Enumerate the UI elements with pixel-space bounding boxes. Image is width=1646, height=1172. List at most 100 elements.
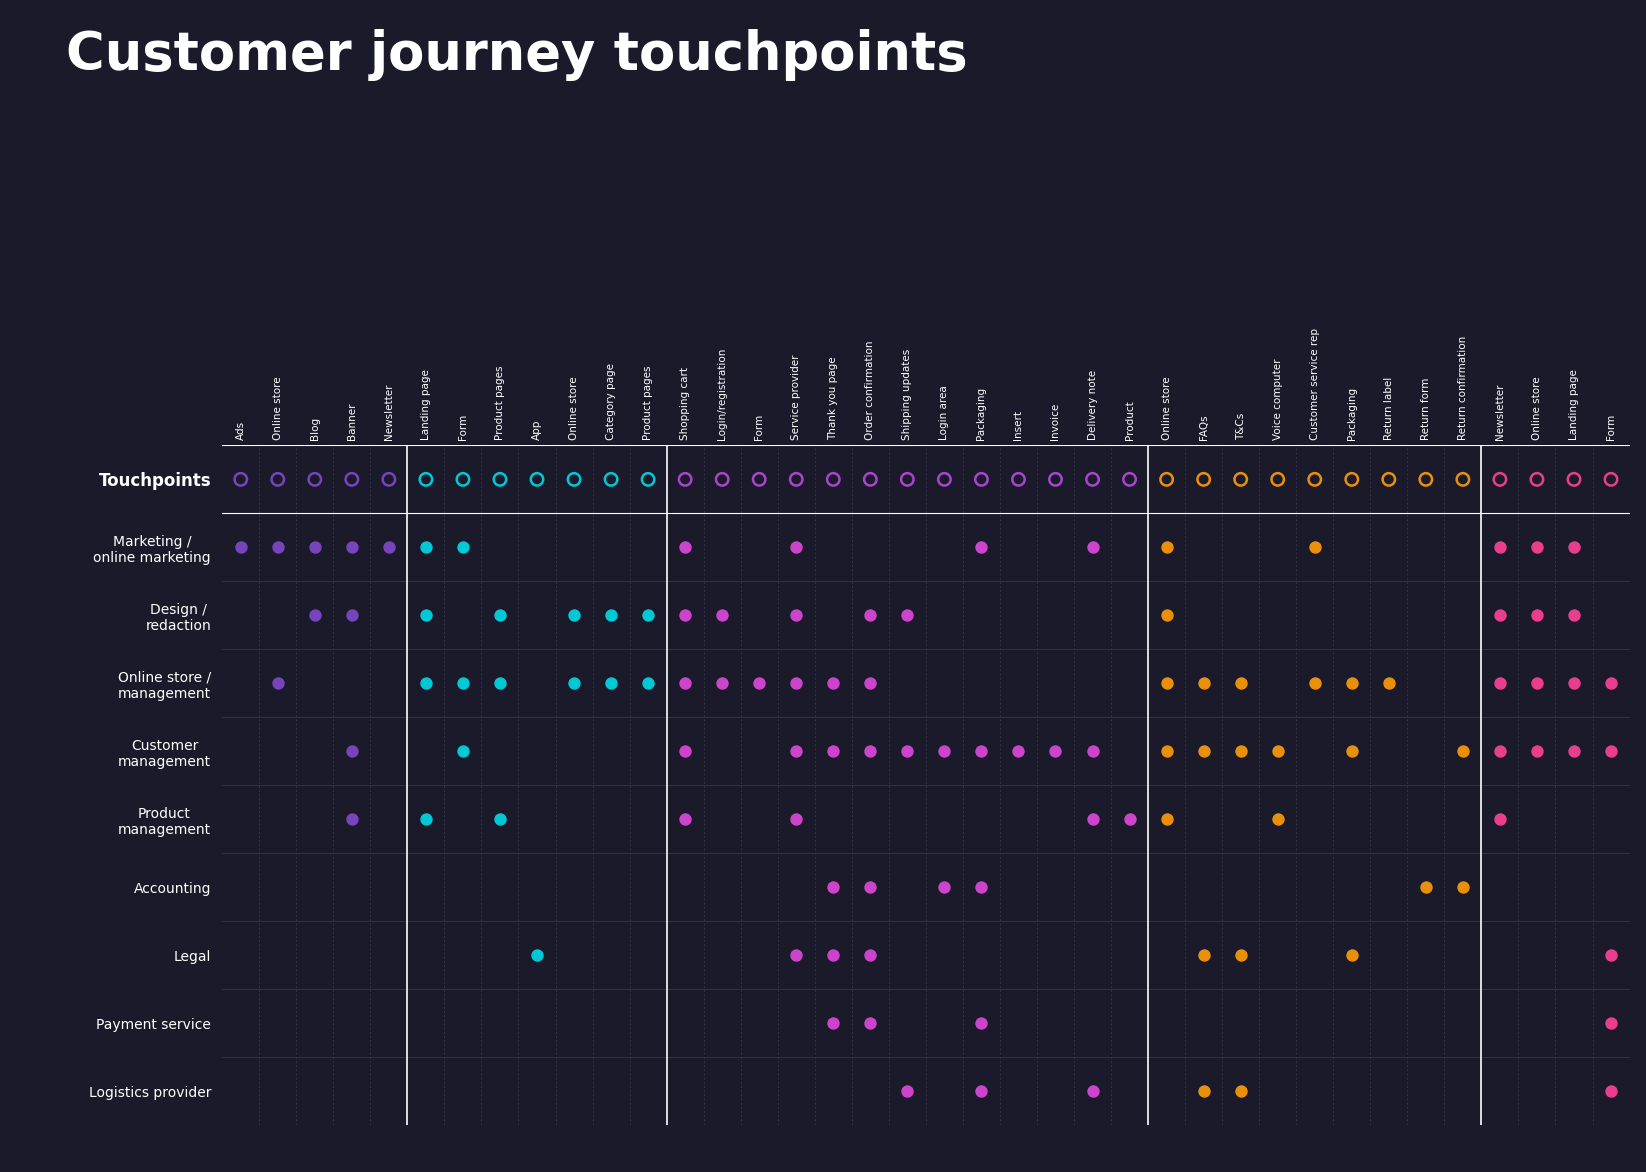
Point bbox=[1338, 742, 1365, 761]
Text: FAQs: FAQs bbox=[1198, 414, 1208, 440]
Point bbox=[635, 606, 662, 625]
Point bbox=[858, 674, 884, 693]
Point bbox=[1598, 1082, 1625, 1101]
Point bbox=[375, 470, 402, 489]
Point bbox=[1560, 742, 1587, 761]
Point bbox=[672, 810, 698, 829]
Point bbox=[339, 606, 365, 625]
Point bbox=[1154, 606, 1180, 625]
Point bbox=[746, 674, 772, 693]
Point bbox=[1486, 674, 1513, 693]
Text: Voice computer: Voice computer bbox=[1272, 357, 1282, 440]
Text: Customer journey touchpoints: Customer journey touchpoints bbox=[66, 29, 968, 81]
Point bbox=[968, 1082, 994, 1101]
Point bbox=[1450, 470, 1476, 489]
Text: Insert: Insert bbox=[1014, 409, 1024, 440]
Point bbox=[635, 470, 662, 489]
Point bbox=[1228, 742, 1254, 761]
Point bbox=[1080, 538, 1106, 557]
Point bbox=[449, 538, 476, 557]
Point bbox=[709, 470, 736, 489]
Point bbox=[1598, 742, 1625, 761]
Text: Packaging: Packaging bbox=[1346, 387, 1356, 440]
Point bbox=[1080, 1082, 1106, 1101]
Text: Packaging: Packaging bbox=[976, 387, 986, 440]
Text: Online store: Online store bbox=[1532, 376, 1542, 440]
Point bbox=[265, 674, 291, 693]
Point bbox=[783, 538, 810, 557]
Point bbox=[1080, 810, 1106, 829]
Point bbox=[672, 470, 698, 489]
Point bbox=[375, 538, 402, 557]
Text: Landing page: Landing page bbox=[421, 369, 431, 440]
Point bbox=[1154, 470, 1180, 489]
Point bbox=[820, 1014, 846, 1033]
Point bbox=[449, 470, 476, 489]
Point bbox=[932, 742, 958, 761]
Point bbox=[1190, 742, 1216, 761]
Text: Online store: Online store bbox=[1162, 376, 1172, 440]
Text: Online store: Online store bbox=[570, 376, 579, 440]
Point bbox=[1190, 674, 1216, 693]
Point bbox=[413, 470, 439, 489]
Point bbox=[1154, 742, 1180, 761]
Point bbox=[1264, 742, 1290, 761]
Point bbox=[709, 674, 736, 693]
Point bbox=[820, 742, 846, 761]
Text: Delivery note: Delivery note bbox=[1088, 369, 1098, 440]
Text: Newsletter: Newsletter bbox=[384, 383, 393, 440]
Point bbox=[1190, 470, 1216, 489]
Point bbox=[820, 470, 846, 489]
Text: Shopping cart: Shopping cart bbox=[680, 367, 690, 440]
Point bbox=[1486, 742, 1513, 761]
Point bbox=[1524, 470, 1551, 489]
Point bbox=[449, 742, 476, 761]
Point bbox=[709, 606, 736, 625]
Text: Customer service rep: Customer service rep bbox=[1310, 327, 1320, 440]
Point bbox=[1154, 674, 1180, 693]
Point bbox=[1264, 810, 1290, 829]
Point bbox=[1376, 470, 1402, 489]
Point bbox=[1080, 742, 1106, 761]
Point bbox=[894, 470, 920, 489]
Point bbox=[1338, 470, 1365, 489]
Point bbox=[783, 606, 810, 625]
Point bbox=[1450, 878, 1476, 897]
Point bbox=[1524, 742, 1551, 761]
Text: Blog: Blog bbox=[309, 416, 319, 440]
Point bbox=[746, 470, 772, 489]
Text: Shipping updates: Shipping updates bbox=[902, 348, 912, 440]
Point bbox=[487, 470, 514, 489]
Point bbox=[339, 538, 365, 557]
Point bbox=[1486, 538, 1513, 557]
Point bbox=[265, 470, 291, 489]
Point bbox=[1450, 742, 1476, 761]
Point bbox=[1412, 878, 1439, 897]
Point bbox=[523, 946, 550, 965]
Text: Invoice: Invoice bbox=[1050, 402, 1060, 440]
Point bbox=[449, 674, 476, 693]
Point bbox=[1042, 742, 1068, 761]
Point bbox=[339, 470, 365, 489]
Point bbox=[597, 606, 624, 625]
Point bbox=[1598, 470, 1625, 489]
Text: Thank you page: Thank you page bbox=[828, 356, 838, 440]
Point bbox=[1154, 810, 1180, 829]
Point bbox=[1228, 674, 1254, 693]
Text: App: App bbox=[532, 420, 542, 440]
Point bbox=[597, 674, 624, 693]
Point bbox=[1190, 946, 1216, 965]
Point bbox=[672, 742, 698, 761]
Point bbox=[1560, 606, 1587, 625]
Text: Product pages: Product pages bbox=[495, 364, 505, 440]
Point bbox=[672, 674, 698, 693]
Point bbox=[894, 1082, 920, 1101]
Point bbox=[1190, 1082, 1216, 1101]
Point bbox=[783, 470, 810, 489]
Point bbox=[1560, 470, 1587, 489]
Point bbox=[1598, 1014, 1625, 1033]
Point bbox=[783, 674, 810, 693]
Point bbox=[597, 470, 624, 489]
Point bbox=[1560, 538, 1587, 557]
Text: Form: Form bbox=[1606, 414, 1616, 440]
